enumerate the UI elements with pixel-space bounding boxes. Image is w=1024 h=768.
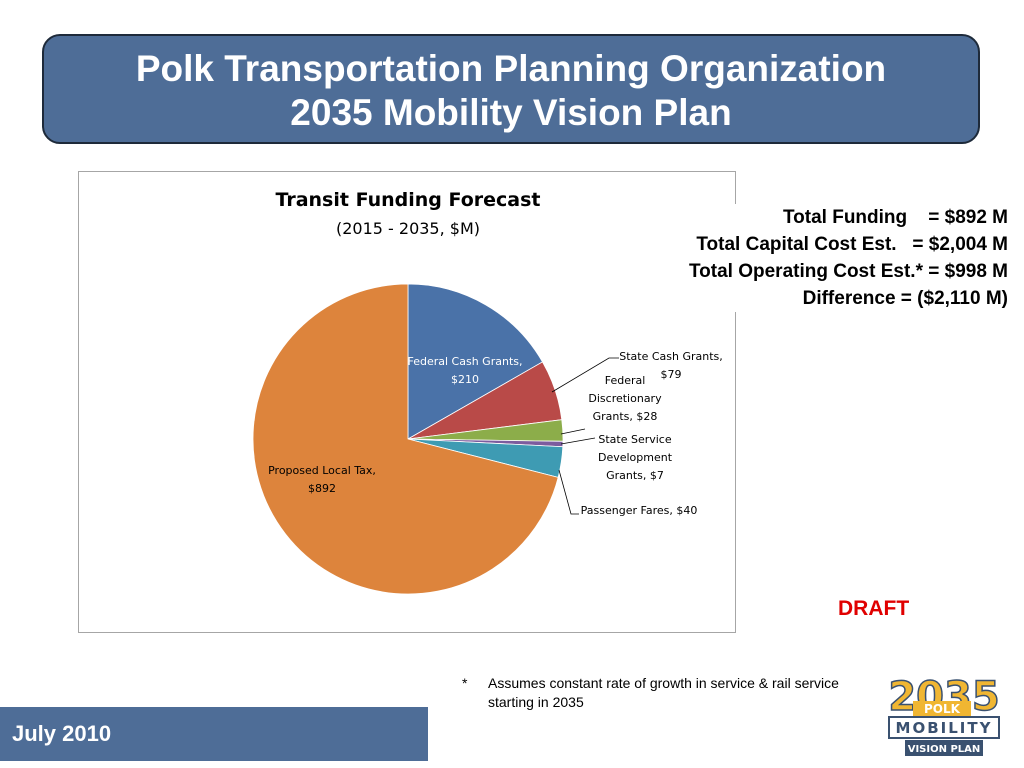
page-title-line1: Polk Transportation Planning Organizatio… [135,48,887,89]
leader-line-1 [551,357,619,393]
logo-word-mobility: MOBILITY [896,719,993,737]
leader-line-4 [558,469,579,515]
summary-operating-cost: Total Operating Cost Est.* = $998 M [688,261,1008,282]
date-bar: July 2010 [0,707,428,761]
title-banner: Polk Transportation Planning Organizatio… [42,34,980,144]
logo-vision-band [905,740,983,756]
draft-label: DRAFT [838,597,910,620]
polk-mobility-logo: 2035 POLK MOBILITY VISION PLAN [888,673,1000,756]
slice-label-0: Federal Cash Grants, $210 [408,355,523,386]
logo-mobility-band [888,716,1000,739]
logo-year: 2035 [888,674,999,720]
date-label: July 2010 [12,721,112,746]
slice-label-5: Proposed Local Tax, $892 [268,464,376,495]
logo-polk-band [913,701,971,716]
footnote-text: Assumes constant rate of growth in servi… [488,675,839,710]
logo-word-vision-plan: VISION PLAN [908,744,981,755]
pie-slice-0 [407,283,544,440]
pie-slice-5 [252,283,559,595]
slice-label-2: Federal Discretionary Grants, $28 [588,374,662,423]
summary-difference: Difference = ($2,110 M) [802,288,1008,309]
chart-title: Transit Funding Forecast [275,189,541,211]
summary-capital-cost: Total Capital Cost Est. = $2,004 M [696,234,1008,255]
page-title-line2: 2035 Mobility Vision Plan [290,92,732,133]
logo-word-polk: POLK [924,702,961,716]
slice-label-4: Passenger Fares, $40 [581,504,698,517]
slice-label-3: State Service Development Grants, $7 [598,433,673,482]
funding-summary: Total Funding = $892 M Total Capital Cos… [598,204,1008,312]
slice-label-1: State Cash Grants, $79 [619,350,723,381]
leader-line-2 [560,428,586,435]
leader-line-3 [560,437,596,445]
pie-chart: Federal Cash Grants, $210 State Cash Grant… [252,283,723,595]
chart-subtitle: (2015 - 2035, $M) [335,219,481,238]
summary-total-funding: Total Funding = $892 M [782,207,1008,228]
footnote-marker: * [462,675,468,691]
